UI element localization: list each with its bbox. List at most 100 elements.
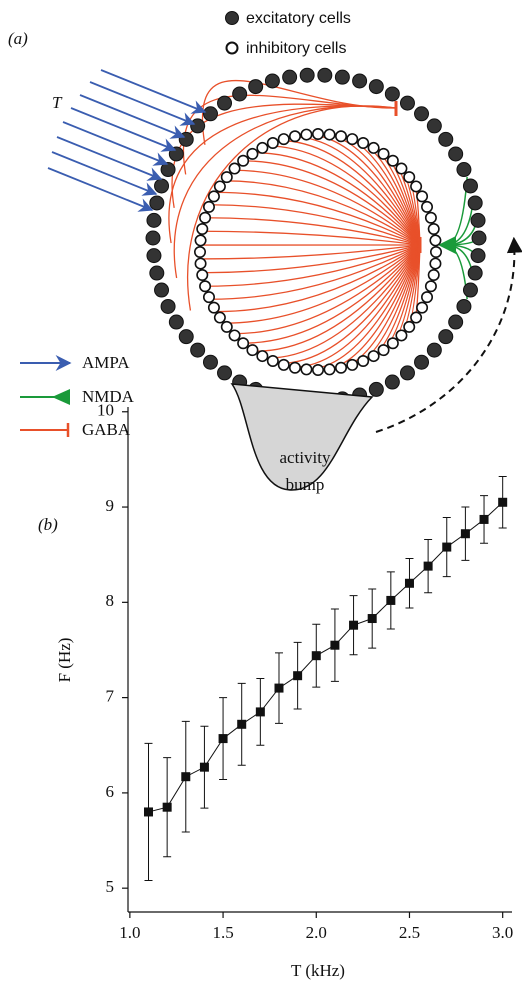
nmda-head bbox=[438, 236, 456, 254]
inhibitory-cell bbox=[367, 141, 380, 154]
panel-a: (a) excitatory cells inhibitory cells T … bbox=[8, 10, 522, 494]
excitatory-cell bbox=[414, 354, 430, 370]
inhibitory-cell bbox=[266, 136, 279, 149]
excitatory-cell bbox=[178, 329, 194, 345]
inhibitory-cell bbox=[416, 190, 429, 203]
data-point bbox=[293, 671, 303, 681]
data-point bbox=[311, 651, 321, 661]
legend-label: excitatory cells bbox=[246, 10, 351, 27]
excitatory-cell bbox=[384, 86, 400, 102]
inhibitory-cell bbox=[429, 234, 442, 247]
data-point bbox=[479, 514, 489, 524]
excitatory-cell bbox=[190, 118, 206, 134]
excitatory-cell bbox=[456, 162, 472, 178]
excitatory-cell bbox=[399, 365, 415, 381]
inhibitory-cell bbox=[196, 269, 209, 282]
excitatory-cell bbox=[462, 178, 478, 194]
input-label: T bbox=[52, 93, 63, 112]
inhibitory-cell bbox=[421, 291, 434, 304]
bump-label: bump bbox=[286, 475, 325, 494]
gaba-connection bbox=[254, 152, 421, 246]
excitatory-cell bbox=[438, 131, 454, 147]
inhibitory-cell bbox=[207, 301, 220, 314]
inhibitory-cell bbox=[403, 171, 416, 184]
inhibitory-cell bbox=[357, 355, 370, 368]
excitatory-cell bbox=[399, 95, 415, 111]
inhibitory-cell bbox=[357, 136, 370, 149]
data-point bbox=[144, 807, 154, 817]
gaba-connection bbox=[216, 244, 421, 313]
excitatory-cell bbox=[462, 282, 478, 298]
excitatory-cell bbox=[334, 69, 350, 85]
excitatory-cell bbox=[168, 314, 184, 330]
ampa-input bbox=[100, 69, 207, 114]
data-point bbox=[199, 762, 209, 772]
inhibitory-cell bbox=[429, 257, 442, 270]
gaba-connection bbox=[232, 169, 421, 246]
data-point bbox=[255, 707, 265, 717]
gaba-connection bbox=[232, 244, 421, 335]
excitatory-cell bbox=[414, 106, 430, 122]
gaba-connection bbox=[223, 180, 421, 246]
inhibitory-cell bbox=[246, 147, 259, 160]
excitatory-cell bbox=[149, 265, 165, 281]
ampa-input bbox=[51, 151, 158, 196]
excitatory-cell bbox=[178, 131, 194, 147]
panel-label: (a) bbox=[8, 29, 28, 48]
excitatory-cell bbox=[368, 79, 384, 95]
activity-bump bbox=[230, 383, 374, 491]
gaba-connection bbox=[254, 244, 421, 352]
gaba-connection bbox=[209, 244, 421, 300]
excitatory-cell bbox=[282, 69, 298, 85]
inhibitory-cell bbox=[395, 329, 408, 342]
inhibitory-cell bbox=[367, 350, 380, 363]
inhibitory-cell bbox=[213, 311, 226, 324]
legend-label: inhibitory cells bbox=[246, 40, 346, 57]
ampa-input bbox=[47, 167, 154, 212]
excitatory-cell bbox=[202, 106, 218, 122]
ampa-input bbox=[79, 94, 186, 139]
x-tick-label: 3.0 bbox=[492, 923, 513, 942]
excitatory-cell bbox=[217, 365, 233, 381]
inhibitory-cell bbox=[346, 133, 359, 146]
data-point bbox=[442, 542, 452, 552]
excitatory-cell bbox=[154, 282, 170, 298]
inhibitory-cell bbox=[207, 190, 220, 203]
inhibitory-cell bbox=[277, 358, 290, 371]
excitatory-cell bbox=[467, 265, 483, 281]
gaba-connection bbox=[201, 244, 421, 274]
data-point bbox=[404, 578, 414, 588]
inhibitory-cell bbox=[194, 246, 207, 259]
excitatory-cell bbox=[145, 230, 161, 246]
excitatory-cell bbox=[368, 381, 384, 397]
gaba-connection bbox=[209, 204, 421, 246]
legend-nmda-head bbox=[52, 389, 70, 405]
inhibitory-cell bbox=[220, 171, 233, 184]
drift-arrow bbox=[375, 236, 522, 433]
x-axis-label: T (kHz) bbox=[291, 961, 345, 980]
gaba-connection bbox=[205, 244, 421, 287]
excitatory-cell bbox=[426, 118, 442, 134]
y-tick-label: 6 bbox=[106, 782, 115, 801]
inhibitory-cell bbox=[395, 162, 408, 175]
x-tick-label: 1.5 bbox=[212, 923, 233, 942]
excitatory-cell bbox=[154, 178, 170, 194]
inhibitory-cell bbox=[429, 246, 442, 259]
excitatory-cell bbox=[470, 212, 486, 228]
gaba-connection bbox=[266, 244, 421, 359]
data-point bbox=[218, 734, 228, 744]
inhibitory-cell bbox=[427, 222, 440, 235]
inhibitory-cell bbox=[335, 361, 348, 374]
y-tick-label: 9 bbox=[106, 496, 115, 515]
inhibitory-cell bbox=[202, 200, 215, 213]
inhibitory-cell bbox=[300, 363, 313, 376]
excitatory-cell bbox=[467, 195, 483, 211]
data-point bbox=[237, 719, 247, 729]
x-tick-label: 1.0 bbox=[119, 923, 140, 942]
inhibitory-cell bbox=[386, 154, 399, 167]
inhibitory-cell bbox=[237, 154, 250, 167]
inhibitory-cell bbox=[403, 320, 416, 333]
inhibitory-cell bbox=[288, 361, 301, 374]
